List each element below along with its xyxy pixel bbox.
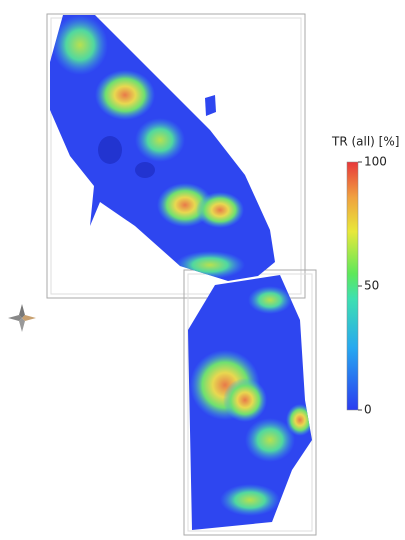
colorbar-tick-label: 0	[364, 403, 372, 417]
upper-frame	[46, 13, 306, 299]
colorbar-title: TR (all) [%]	[331, 135, 399, 149]
lower-survey	[188, 275, 312, 530]
colorbar-tick-label: 100	[364, 155, 387, 169]
colorbar-ramp	[346, 161, 359, 411]
compass	[8, 304, 36, 332]
colorbar-tick-label: 50	[364, 279, 379, 293]
upper-survey	[50, 15, 275, 281]
colorbar: TR (all) [%] 0 50 100	[331, 135, 399, 417]
